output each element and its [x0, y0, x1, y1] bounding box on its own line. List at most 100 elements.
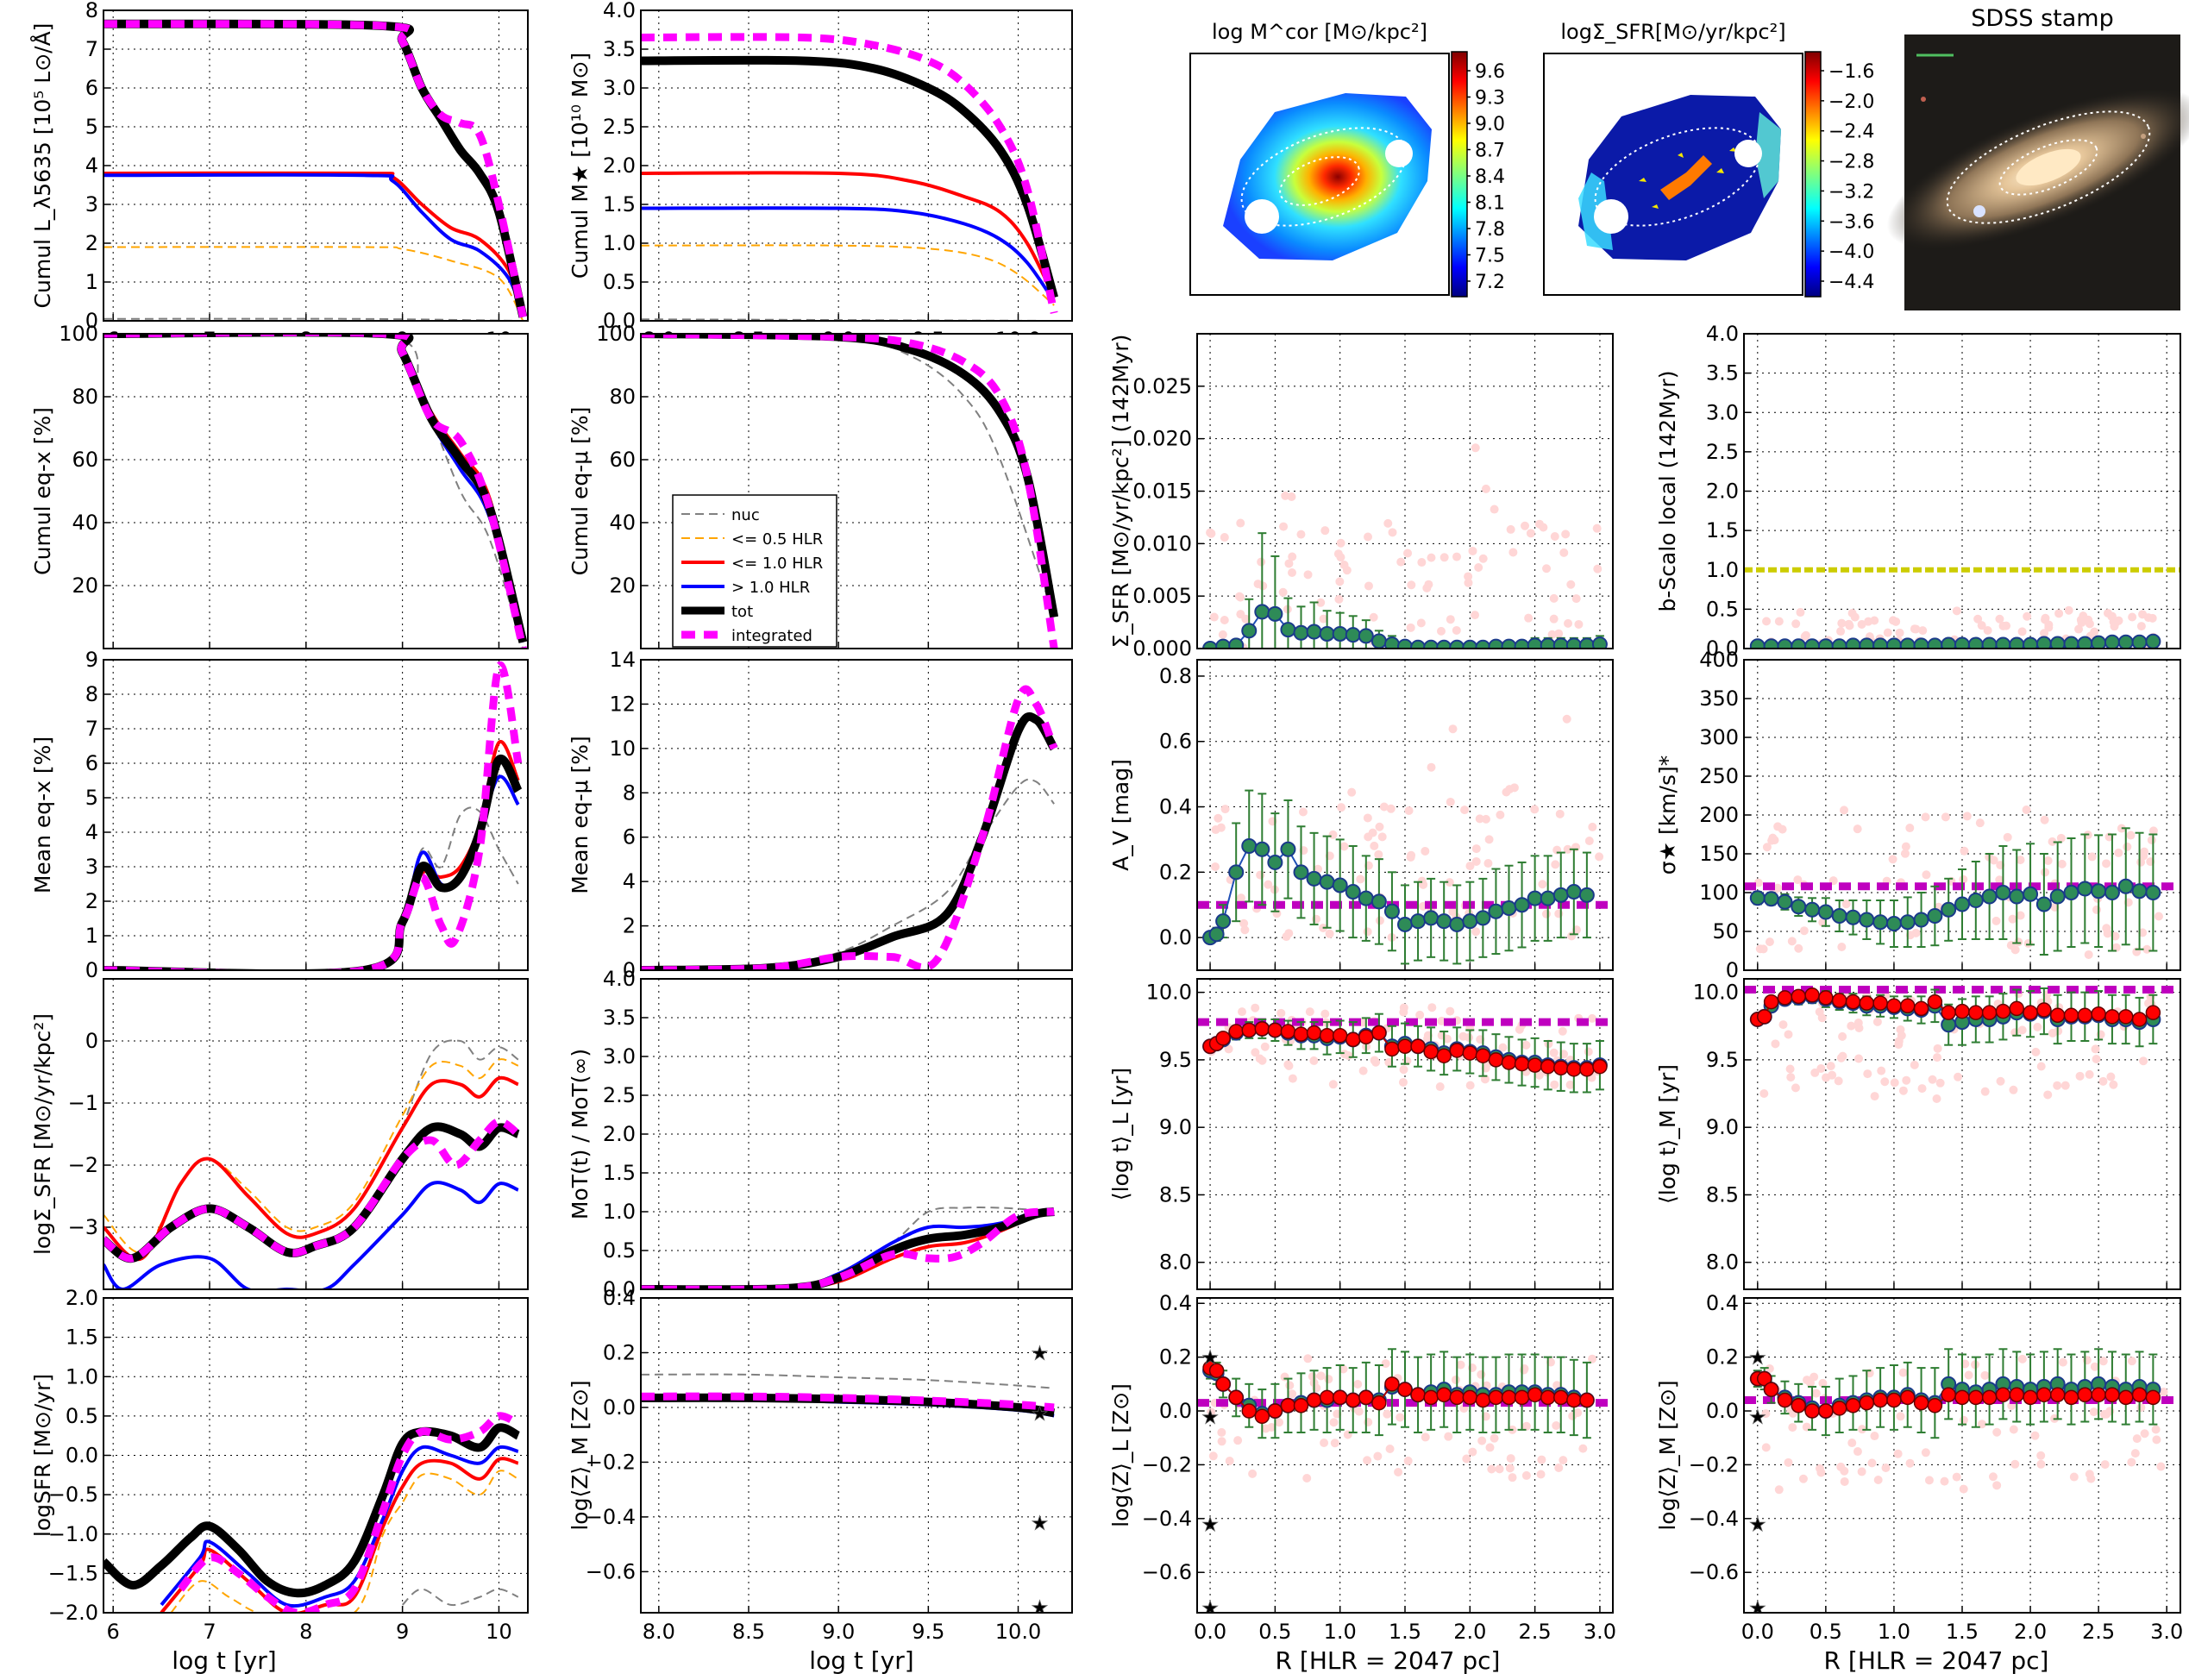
spaxel-point — [2056, 833, 2066, 843]
series-line-int — [103, 661, 523, 970]
radial-profile-point — [1831, 638, 1847, 649]
spaxel-point — [1506, 524, 1515, 534]
radial-profile2-point — [1859, 995, 1875, 1011]
spaxel-point — [2069, 1472, 2079, 1482]
panel-background — [103, 334, 528, 649]
spaxel-point — [1487, 1464, 1496, 1474]
spaxel-point — [1753, 878, 1763, 887]
panel-plot-area — [103, 661, 523, 970]
series-line-int — [641, 1392, 1055, 1412]
spaxel-point — [1858, 1425, 1867, 1434]
panel-plot-area — [641, 685, 1058, 970]
y-tick-label: 0.5 — [66, 1404, 98, 1428]
spaxel-point — [1815, 1007, 1824, 1017]
spaxel-point — [1787, 937, 1797, 946]
spaxel-point — [1534, 519, 1544, 529]
spaxel-point — [1339, 1364, 1348, 1374]
radial-profile-point — [1981, 636, 1998, 649]
metallicity-star: ★ — [1201, 1348, 1219, 1370]
spaxel-point — [1566, 580, 1576, 589]
radial-profile2-point — [1886, 1392, 1902, 1408]
spaxel-point — [1379, 802, 1389, 812]
sdss-stamp-panel: SDSS stamp — [1886, 5, 2189, 310]
spaxel-point — [1320, 526, 1330, 536]
spaxel-point — [1954, 1072, 1963, 1081]
y-tick-label: 2 — [623, 914, 636, 938]
spaxel-point — [2017, 627, 2027, 636]
spaxel-point — [1870, 1092, 1879, 1101]
spaxel-point — [2092, 1054, 2101, 1063]
radial-profile2-point — [1527, 1387, 1543, 1403]
spaxel-point — [1791, 619, 1801, 629]
spaxel-point — [2040, 815, 2049, 824]
spaxel-point — [1811, 1389, 1821, 1398]
spaxel-point — [1578, 1444, 1588, 1453]
spaxel-point — [1564, 618, 1573, 628]
spaxel-point — [1841, 900, 1851, 909]
y-tick-label: 2 — [85, 231, 98, 255]
spaxel-point — [1854, 1054, 1864, 1063]
spaxel-point — [1468, 546, 1477, 555]
radial-profile-point — [1913, 912, 1929, 928]
y-tick-label: 1 — [85, 924, 98, 948]
spaxel-point — [1339, 842, 1349, 851]
spaxel-point — [2023, 611, 2032, 621]
y-tick-label: 0.015 — [1132, 480, 1192, 504]
spaxel-point — [1370, 1056, 1379, 1065]
radial-profile2-point — [2077, 1007, 2093, 1024]
series-line-one — [103, 1075, 519, 1262]
sdss-background-source — [1921, 97, 1926, 102]
radial-profile2-point — [1756, 1370, 1772, 1387]
radial-profile2-point — [1501, 1055, 1517, 1070]
mass-map-colorbar — [1451, 51, 1468, 298]
radial-profile-point — [1488, 638, 1504, 649]
spaxel-point — [1448, 724, 1458, 734]
spaxel-point — [1421, 1432, 1430, 1442]
radial-profile2-point — [1384, 1041, 1400, 1057]
y-tick-label: 40 — [72, 511, 98, 535]
radial-profile2-point — [1540, 1058, 1556, 1075]
radial-profile-point — [1791, 638, 1807, 649]
y-tick-label: 400 — [1699, 648, 1739, 672]
radial-profile-point — [1831, 908, 1847, 924]
radial-profile2-point — [1954, 1389, 1970, 1406]
radial-profile2-point — [1995, 1387, 2011, 1403]
radial-profile-point — [1462, 639, 1478, 649]
spaxel-point — [2036, 1451, 2046, 1460]
legend-label-tot: tot — [731, 603, 753, 621]
spaxel-point — [2009, 1425, 2018, 1434]
spaxel-point — [1407, 580, 1416, 590]
spaxel-point — [1870, 1432, 1879, 1441]
spaxel-point — [1209, 612, 1219, 622]
radial-profile2-point — [1449, 1389, 1465, 1406]
spaxel-point — [1562, 714, 1571, 724]
y-tick-label: 4 — [85, 154, 98, 178]
radial-profile-point — [1501, 638, 1517, 649]
radial-profile2-point — [2063, 1389, 2079, 1406]
radial-profile-point — [1913, 637, 1929, 649]
radial-profile2-point — [2036, 1387, 2052, 1403]
radial-profile-point — [1954, 896, 1970, 912]
spaxel-point — [2014, 937, 2023, 947]
radial-profile-point — [1954, 636, 1970, 649]
radial-profile-point — [1565, 637, 1582, 649]
panel-plot-area — [103, 334, 528, 649]
spaxel-point — [1505, 1464, 1515, 1473]
panel-frame — [640, 9, 1073, 322]
radial-profile-point — [2104, 634, 2120, 649]
y-axis-label: log⟨Z⟩_M [Z⊙] — [1655, 1380, 1680, 1530]
panel-plot-area — [1202, 443, 1608, 649]
mass-map-mask-1 — [1245, 199, 1279, 234]
y-tick-label: 8.0 — [1159, 1251, 1192, 1275]
y-tick-label: 2.0 — [603, 1122, 636, 1146]
spaxel-point — [1337, 803, 1346, 812]
spaxel-point — [1552, 1420, 1561, 1430]
spaxel-point — [1462, 1454, 1471, 1464]
radial-profile2-point — [1763, 1382, 1779, 1397]
spaxel-point — [1383, 1409, 1392, 1419]
radial-profile2-point — [1208, 1363, 1225, 1378]
y-tick-label: 50 — [1712, 919, 1739, 943]
colorbar-tick-label: 7.2 — [1475, 272, 1505, 293]
y-tick-label: 20 — [609, 574, 636, 598]
spaxel-point — [1257, 557, 1266, 567]
